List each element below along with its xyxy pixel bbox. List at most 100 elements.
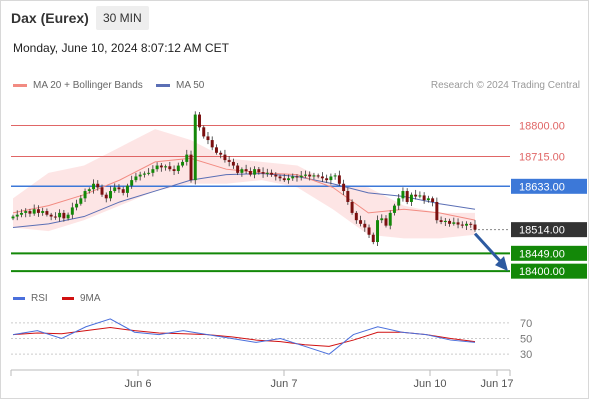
candle-body (414, 194, 418, 197)
candle-body (325, 178, 329, 181)
candle-body (342, 183, 346, 192)
candle-body (134, 176, 138, 181)
legend-ma50: MA 50 (156, 80, 204, 91)
candle-body (460, 224, 464, 226)
candle-body (24, 211, 28, 213)
legend-ma50-label: MA 50 (176, 80, 205, 91)
candle-body (270, 172, 274, 175)
candle-body (354, 212, 358, 221)
candle-body (36, 209, 40, 213)
candle-body (87, 189, 91, 192)
rsi-swatch-icon (13, 297, 25, 300)
candle-body (172, 169, 176, 172)
candle-body (164, 166, 168, 168)
interval-badge[interactable]: 30 MIN (96, 6, 149, 30)
candle-body (142, 173, 146, 175)
candle-body (125, 185, 129, 193)
legend-rsi-ma-label: 9MA (80, 293, 101, 304)
candle-body (448, 220, 452, 224)
candle-body (367, 227, 371, 235)
candle-body (100, 187, 104, 195)
candle-body (28, 211, 32, 214)
candle-body (435, 201, 439, 221)
candle-body (62, 212, 66, 219)
level-label-box (511, 245, 587, 261)
candles-layer (11, 111, 477, 247)
candle-body (278, 176, 282, 179)
candle-body (265, 172, 269, 174)
moving-average-layer (12, 157, 476, 228)
time-axis-label: Jun 17 (480, 378, 513, 390)
candle-body (75, 203, 79, 208)
ma20-line (12, 157, 476, 221)
ma50-swatch-icon (156, 84, 170, 87)
candle-body (388, 212, 392, 226)
rsi-tick-label: 70 (520, 318, 532, 330)
bollinger-band-area (13, 129, 475, 239)
candle-body (49, 214, 53, 217)
candle-body (189, 154, 193, 181)
candle-body (439, 220, 443, 222)
candle-body (316, 175, 320, 177)
candle-body (130, 180, 134, 186)
candle-body (363, 223, 367, 228)
candle-body (405, 191, 409, 202)
time-axis-layer: Jun 6 Jun 7 Jun 10 Jun 17 (10, 369, 514, 390)
candle-body (185, 154, 189, 162)
candle-body (333, 175, 337, 177)
candle-body (147, 172, 151, 174)
level-lines-layer: 18800.00 18715.00 18633.00 18514.00 18449.00… (11, 120, 587, 279)
candle-body (320, 176, 324, 179)
candle-body (138, 174, 142, 177)
candle-body (371, 234, 375, 243)
credit-text: Research © 2024 Trading Central (430, 80, 580, 91)
instrument-title: Dax (Eurex) (11, 10, 89, 26)
level-label: 18449.00 (519, 248, 565, 260)
candle-body (83, 191, 87, 199)
candle-body (210, 140, 214, 148)
time-axis-label: Jun 7 (271, 378, 298, 390)
candle-body (422, 195, 426, 201)
candle-body (70, 207, 74, 215)
candle-body (244, 169, 248, 172)
candle-body (92, 183, 96, 190)
rsi-tick-label: 50 (520, 334, 532, 346)
candle-body (380, 218, 384, 221)
candle-body (295, 176, 299, 178)
legend-ma20: MA 20 + Bollinger Bands (13, 80, 143, 91)
candle-body (202, 127, 206, 137)
level-label-box (511, 178, 587, 194)
candle-body (117, 187, 121, 190)
candle-body (181, 161, 185, 166)
level-label: 18400.00 (519, 266, 565, 278)
candle-body (291, 176, 295, 179)
candle-body (214, 147, 218, 153)
level-label: 18514.00 (519, 225, 565, 237)
legend-rsi-label: RSI (31, 293, 48, 304)
candle-body (452, 222, 456, 224)
candle-body (121, 189, 125, 193)
candle-body (231, 161, 235, 166)
legend-ma20-label: MA 20 + Bollinger Bands (33, 80, 143, 91)
candle-body (66, 214, 70, 219)
candle-body (473, 224, 477, 230)
candle-body (329, 176, 333, 181)
ma50-line (12, 173, 476, 228)
candle-body (79, 198, 83, 204)
candle-body (206, 136, 210, 141)
candle-body (397, 198, 401, 206)
candle-body (299, 175, 303, 178)
candle-body (312, 175, 316, 177)
candle-body (409, 194, 413, 202)
level-label: 18800.00 (519, 120, 565, 132)
candle-body (151, 169, 155, 173)
legend-rsi: RSI (13, 293, 48, 304)
rsi-line (12, 318, 476, 355)
candle-body (45, 211, 49, 215)
rsi-layer: 70 50 30 (11, 318, 532, 361)
candle-body (219, 152, 223, 155)
candle-body (248, 171, 252, 175)
candle-body (443, 220, 447, 222)
